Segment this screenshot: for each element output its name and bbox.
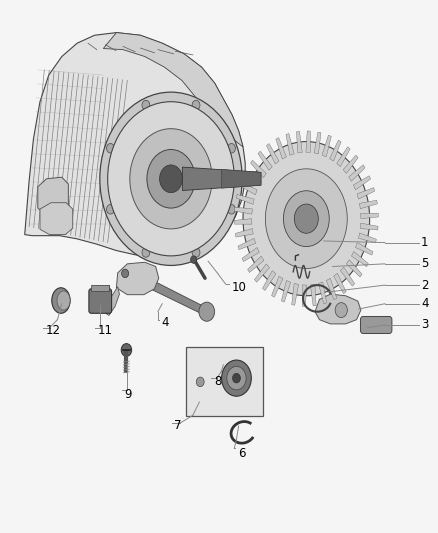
Polygon shape: [266, 143, 279, 164]
Polygon shape: [334, 273, 346, 294]
Polygon shape: [330, 140, 341, 161]
Polygon shape: [240, 182, 257, 195]
Polygon shape: [297, 131, 302, 153]
Polygon shape: [281, 280, 291, 302]
Polygon shape: [357, 188, 375, 199]
Polygon shape: [343, 155, 358, 173]
Polygon shape: [286, 134, 294, 155]
Circle shape: [294, 204, 318, 233]
Polygon shape: [351, 252, 368, 266]
Circle shape: [227, 367, 246, 390]
Polygon shape: [314, 132, 321, 154]
Circle shape: [108, 102, 234, 256]
Text: 8: 8: [214, 375, 221, 389]
Polygon shape: [349, 165, 365, 181]
Polygon shape: [346, 260, 362, 277]
Polygon shape: [234, 219, 252, 224]
Circle shape: [228, 205, 235, 214]
Polygon shape: [326, 278, 337, 300]
FancyBboxPatch shape: [89, 289, 112, 313]
Circle shape: [228, 143, 235, 153]
Circle shape: [130, 128, 212, 229]
Polygon shape: [235, 229, 253, 237]
Circle shape: [196, 377, 204, 386]
Polygon shape: [318, 282, 327, 304]
Polygon shape: [358, 233, 376, 243]
Polygon shape: [103, 33, 243, 147]
Polygon shape: [311, 284, 316, 306]
Text: 4: 4: [421, 297, 429, 310]
Polygon shape: [361, 213, 378, 219]
Polygon shape: [38, 177, 68, 215]
Polygon shape: [360, 200, 377, 209]
Text: 3: 3: [421, 319, 428, 332]
Circle shape: [192, 100, 200, 110]
Polygon shape: [353, 176, 371, 190]
Ellipse shape: [52, 288, 70, 313]
Polygon shape: [238, 238, 256, 249]
Text: 12: 12: [46, 324, 61, 337]
Text: 1: 1: [421, 236, 429, 249]
Bar: [91, 285, 110, 292]
Text: 11: 11: [98, 324, 113, 337]
Polygon shape: [40, 203, 73, 235]
Circle shape: [106, 143, 114, 153]
Circle shape: [222, 360, 251, 396]
Text: 9: 9: [124, 387, 132, 401]
Polygon shape: [337, 147, 350, 167]
Bar: [186, 348, 263, 416]
Polygon shape: [258, 151, 272, 170]
Circle shape: [142, 100, 150, 110]
Polygon shape: [123, 268, 211, 316]
Circle shape: [147, 149, 195, 208]
Circle shape: [106, 205, 114, 214]
Polygon shape: [356, 243, 373, 255]
Text: 5: 5: [421, 257, 428, 270]
Circle shape: [159, 165, 182, 192]
Polygon shape: [25, 33, 245, 257]
Polygon shape: [276, 138, 286, 159]
Circle shape: [191, 256, 197, 263]
Polygon shape: [103, 287, 120, 316]
Polygon shape: [292, 284, 299, 305]
Polygon shape: [254, 264, 269, 282]
Text: 4: 4: [161, 316, 169, 329]
Polygon shape: [272, 276, 283, 297]
Polygon shape: [340, 267, 355, 286]
Circle shape: [122, 269, 129, 278]
Polygon shape: [360, 223, 378, 230]
Circle shape: [243, 142, 370, 296]
FancyBboxPatch shape: [360, 317, 392, 334]
Polygon shape: [262, 271, 276, 290]
Circle shape: [142, 248, 150, 257]
Text: 2: 2: [421, 279, 429, 292]
Circle shape: [100, 92, 242, 265]
Polygon shape: [182, 167, 261, 190]
Polygon shape: [251, 160, 266, 177]
Text: 6: 6: [238, 447, 245, 460]
Polygon shape: [315, 294, 361, 324]
Text: 7: 7: [174, 419, 182, 432]
Polygon shape: [235, 207, 252, 214]
Circle shape: [233, 373, 240, 383]
Polygon shape: [322, 135, 331, 157]
Circle shape: [265, 169, 347, 269]
Ellipse shape: [57, 291, 70, 310]
Circle shape: [192, 248, 200, 257]
Circle shape: [121, 344, 132, 357]
Polygon shape: [117, 262, 159, 295]
Circle shape: [199, 302, 215, 321]
Polygon shape: [306, 131, 311, 152]
Circle shape: [283, 191, 329, 247]
Polygon shape: [242, 247, 259, 262]
Polygon shape: [222, 169, 261, 188]
Text: 10: 10: [231, 281, 246, 294]
Polygon shape: [236, 195, 254, 204]
Polygon shape: [247, 256, 264, 272]
Polygon shape: [244, 171, 261, 186]
Circle shape: [335, 303, 347, 318]
Polygon shape: [302, 285, 307, 306]
